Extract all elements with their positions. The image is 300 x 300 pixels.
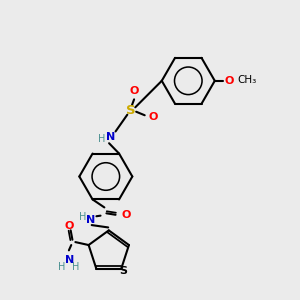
Text: H: H bbox=[72, 262, 80, 272]
Text: O: O bbox=[130, 86, 139, 96]
Text: H: H bbox=[80, 212, 87, 222]
Text: N: N bbox=[86, 215, 95, 225]
Text: O: O bbox=[149, 112, 158, 122]
Text: N: N bbox=[65, 255, 74, 265]
Text: CH₃: CH₃ bbox=[237, 75, 256, 85]
Text: S: S bbox=[120, 266, 128, 276]
Text: O: O bbox=[64, 221, 74, 231]
Text: H: H bbox=[98, 134, 105, 144]
Text: O: O bbox=[122, 210, 131, 220]
Text: N: N bbox=[106, 132, 115, 142]
Text: O: O bbox=[224, 76, 234, 86]
Text: S: S bbox=[126, 104, 136, 117]
Text: H: H bbox=[58, 262, 65, 272]
